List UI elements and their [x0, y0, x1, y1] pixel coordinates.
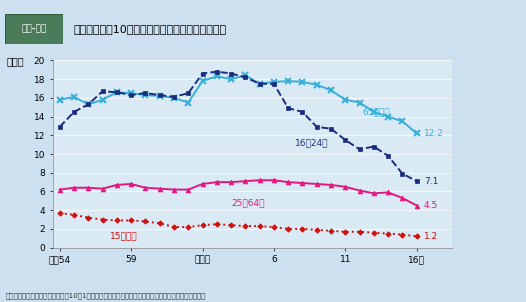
Text: 7.1: 7.1: [424, 177, 438, 186]
Text: 4.5: 4.5: [424, 201, 438, 210]
Text: 第１-６図: 第１-６図: [22, 24, 47, 33]
Text: 注　人口は総務省資料により各年10月1日現在の国勢調査又は推計人口。死者数は警察庁資料による。: 注 人口は総務省資料により各年10月1日現在の国勢調査又は推計人口。死者数は警察…: [5, 292, 206, 299]
Text: 16〜24歳: 16〜24歳: [295, 138, 329, 147]
Text: 12.2: 12.2: [424, 129, 443, 138]
Text: 15歳以下: 15歳以下: [110, 231, 137, 240]
Text: 65歳以上: 65歳以上: [362, 108, 390, 116]
Text: 年齢層別人口10万人当たり交通事故死者数の推移: 年齢層別人口10万人当たり交通事故死者数の推移: [74, 24, 227, 34]
Text: 25〜64歳: 25〜64歳: [231, 198, 265, 207]
FancyBboxPatch shape: [5, 14, 63, 44]
Text: 1.2: 1.2: [424, 232, 438, 241]
Y-axis label: （人）: （人）: [7, 57, 25, 67]
